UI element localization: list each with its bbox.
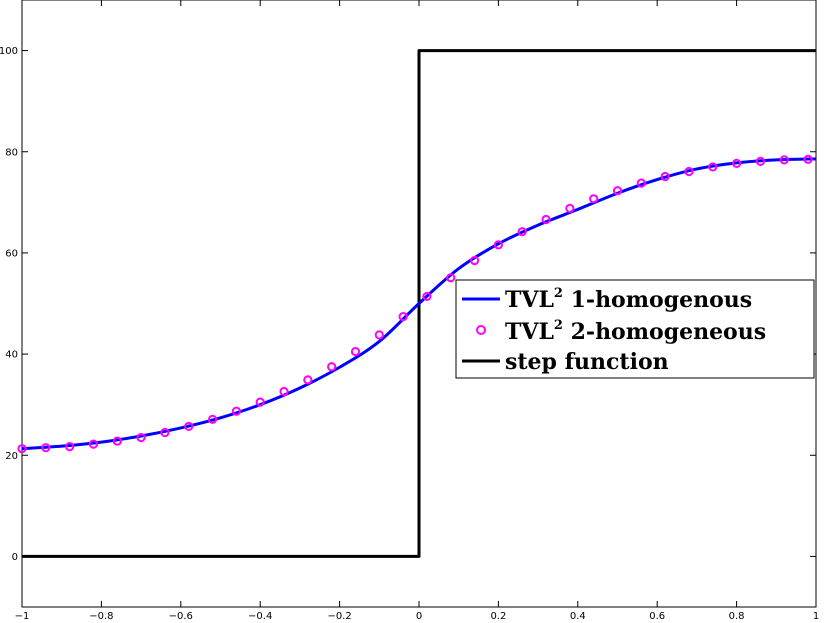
marker-tvl-2-homogeneous <box>160 427 170 438</box>
marker-tvl-2-homogeneous <box>350 346 361 357</box>
marker-tvl-2-homogeneous <box>517 227 527 237</box>
marker-tvl-2-homogeneous <box>184 421 194 432</box>
x-tick-label: −1 <box>15 611 30 622</box>
marker-tvl-2-homogeneous <box>136 432 146 443</box>
marker-tvl-2-homogeneous <box>755 156 766 166</box>
marker-tvl-2-homogeneous <box>112 436 122 446</box>
marker-tvl-2-homogeneous <box>541 214 551 225</box>
series-layer <box>17 49 817 558</box>
legend-label-3: step function <box>505 349 669 375</box>
marker-tvl-2-homogeneous <box>422 291 432 302</box>
marker-tvl-2-homogeneous <box>327 362 337 372</box>
x-tick-label: 0 <box>416 611 422 622</box>
legend-label-1: TVL2 1-homogenous <box>505 286 752 313</box>
x-tick-label: 0.2 <box>490 611 506 622</box>
y-tick-label: 60 <box>5 248 18 259</box>
y-tick-label: 80 <box>5 147 18 158</box>
y-tick-label: 40 <box>5 350 18 361</box>
marker-tvl-2-homogeneous <box>660 171 670 182</box>
x-tick-label: 0.8 <box>729 611 745 622</box>
marker-tvl-2-homogeneous <box>374 330 384 340</box>
legend: TVL2 1-homogenous TVL2 2-homogeneous ste… <box>455 279 815 379</box>
y-tick-label: 0 <box>12 552 18 563</box>
marker-tvl-2-homogeneous <box>279 386 289 397</box>
marker-tvl-2-homogeneous <box>255 397 265 407</box>
marker-tvl-2-homogeneous <box>398 312 408 322</box>
y-tick-label: 100 <box>0 46 18 57</box>
x-tick-label: 0.6 <box>649 611 665 622</box>
marker-tvl-2-homogeneous <box>65 442 75 452</box>
marker-tvl-2-homogeneous <box>17 444 27 454</box>
marker-tvl-2-homogeneous <box>41 443 51 453</box>
marker-tvl-2-homogeneous <box>636 178 646 188</box>
x-tick-label: 1 <box>813 611 819 622</box>
marker-tvl-2-homogeneous <box>231 406 241 416</box>
marker-tvl-2-homogeneous <box>708 162 718 172</box>
marker-tvl-2-homogeneous <box>589 194 599 204</box>
marker-tvl-2-homogeneous <box>493 240 503 250</box>
marker-tvl-2-homogeneous <box>303 375 313 385</box>
marker-tvl-2-homogeneous <box>612 186 623 196</box>
marker-tvl-2-homogeneous <box>732 158 742 168</box>
marker-tvl-2-homogeneous <box>88 439 99 449</box>
marker-tvl-2-homogeneous <box>446 273 456 283</box>
marker-tvl-2-homogeneous <box>469 255 480 266</box>
x-tick-label: −0.6 <box>169 611 193 622</box>
x-tick-label: −0.2 <box>327 611 351 622</box>
legend-swatch-2 <box>476 325 486 335</box>
marker-tvl-2-homogeneous <box>779 155 789 165</box>
x-tick-label: 0.4 <box>570 611 586 622</box>
marker-tvl-2-homogeneous <box>684 166 694 177</box>
y-tick-label: 20 <box>5 451 18 462</box>
marker-tvl-2-homogeneous <box>207 414 218 424</box>
x-tick-label: −0.8 <box>89 611 113 622</box>
marker-tvl-2-homogeneous <box>565 203 575 214</box>
legend-label-2: TVL2 2-homogeneous <box>505 318 766 345</box>
x-tick-label: −0.4 <box>248 611 272 622</box>
marker-tvl-2-homogeneous <box>803 154 813 164</box>
legend-box <box>455 279 815 379</box>
